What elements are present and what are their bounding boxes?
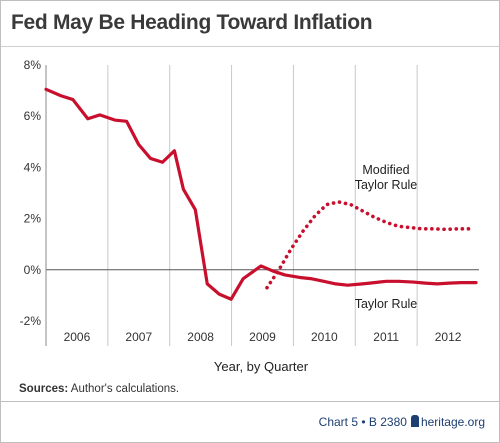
sources-label: Sources: bbox=[19, 383, 69, 395]
chart-title: Fed May Be Heading Toward Inflation bbox=[11, 11, 373, 34]
y-tick-label: 6% bbox=[24, 109, 42, 123]
x-tick-label: 2009 bbox=[249, 330, 276, 344]
annotation-taylor-rule: Taylor Rule bbox=[355, 297, 418, 311]
y-tick-label: -2% bbox=[20, 314, 42, 328]
bulletin-number: B 2380 bbox=[368, 415, 407, 429]
x-tick-label: 2006 bbox=[64, 330, 91, 344]
y-tick-label: 4% bbox=[24, 160, 42, 174]
line-chart: 2006 2007 2008 2009 2010 2011 2012 8% 6% 4% 2% 0% -2… bbox=[20, 58, 479, 346]
x-tick-label: 2011 bbox=[373, 330, 399, 344]
x-tick-label: 2012 bbox=[435, 330, 462, 344]
sources-note: Sources: Author's calculations. bbox=[19, 383, 179, 395]
modified-taylor-rule-line bbox=[265, 200, 472, 290]
chart-number: Chart 5 bbox=[318, 415, 359, 429]
x-axis-title: Year, by Quarter bbox=[213, 359, 309, 374]
y-tick-label: 2% bbox=[24, 212, 42, 226]
annotation-modified-taylor-rule-line1: Modified bbox=[362, 163, 409, 177]
annotation-modified-taylor-rule-line2: Taylor Rule bbox=[355, 178, 418, 192]
x-tick-label: 2007 bbox=[125, 330, 152, 344]
liberty-bell-icon bbox=[410, 415, 419, 427]
plot-area-group: 2006 2007 2008 2009 2010 2011 2012 8% 6% 4% 2% 0% -2… bbox=[20, 58, 479, 346]
y-tick-label: 8% bbox=[24, 58, 42, 72]
x-tick-label: 2010 bbox=[311, 330, 338, 344]
plot-background bbox=[46, 65, 479, 321]
title-divider bbox=[1, 46, 499, 47]
credit-line: Chart 5 • B 2380 heritage.org bbox=[318, 415, 485, 429]
x-tick-label: 2008 bbox=[187, 330, 214, 344]
sources-text: Author's calculations. bbox=[68, 383, 180, 395]
taylor-rule-line bbox=[44, 87, 478, 301]
y-tick-label: 0% bbox=[24, 263, 42, 277]
footer-divider bbox=[1, 401, 499, 402]
heritage-link[interactable]: heritage.org bbox=[420, 415, 485, 429]
